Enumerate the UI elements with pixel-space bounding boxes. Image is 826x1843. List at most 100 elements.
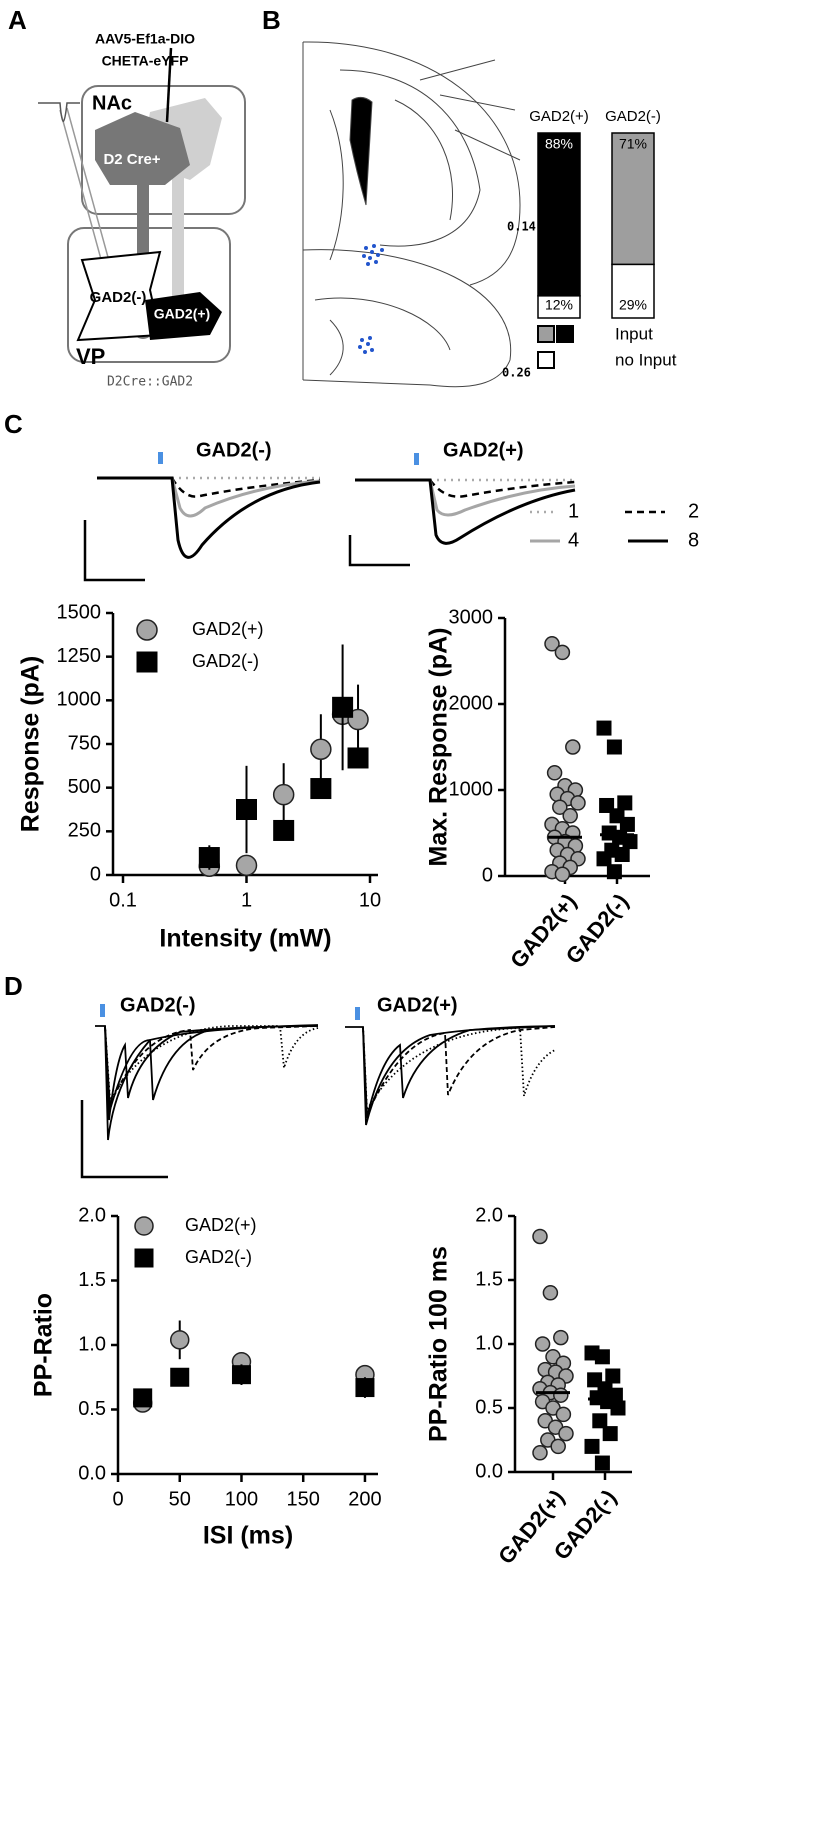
y-axis-label: Max. Response (pA): [425, 628, 453, 867]
y-tick-label: 1.5: [78, 1269, 106, 1291]
circuit-diagram-part: [38, 102, 80, 123]
atlas-part-part: [368, 336, 372, 340]
traces-d-part: [104, 1025, 319, 1121]
trace-legend: 1: [568, 500, 579, 522]
y-axis-label: PP-Ratio 100 ms: [425, 1246, 453, 1442]
marker: [617, 795, 633, 811]
marker: [619, 816, 635, 832]
y-tick-label: 0.0: [78, 1462, 106, 1484]
marker: [332, 696, 354, 718]
x-tick-label: 0: [112, 1488, 123, 1510]
marker: [602, 1426, 618, 1442]
marker: [133, 1388, 153, 1408]
traces-d-part: [362, 1026, 556, 1116]
traces-c-part: [158, 452, 163, 464]
marker: [562, 808, 578, 824]
atlas-part: [302, 41, 521, 286]
marker: [544, 636, 560, 652]
y-tick-label: 0: [90, 863, 101, 885]
region-label: VP: [76, 344, 105, 369]
y-tick-label: 0.5: [78, 1398, 106, 1420]
traces-d-part: [355, 1007, 360, 1020]
vector-label: AAV5-Ef1a-DIO: [95, 31, 195, 47]
x-tick-label: 0.1: [109, 889, 137, 911]
circuit-diagram-part: [95, 112, 190, 185]
marker: [170, 1367, 190, 1387]
atlas-part-part: [370, 250, 374, 254]
y-tick-label: 1.0: [78, 1333, 106, 1355]
legend-label: GAD2(-): [185, 1247, 252, 1267]
x-tick-label: 50: [169, 1488, 191, 1510]
atlas-part-part: [360, 338, 364, 342]
marker: [565, 739, 581, 755]
value-label: 71%: [619, 136, 647, 152]
value-label: 88%: [545, 136, 573, 152]
marker: [235, 854, 258, 877]
atlas-part: [302, 379, 431, 386]
traces-c-part: [355, 478, 576, 545]
panel-labels: A B C D: [4, 5, 281, 1001]
marker: [622, 834, 638, 850]
cell-label: D2 Cre+: [103, 151, 160, 168]
legend-marker: [136, 651, 158, 673]
marker: [355, 1378, 375, 1398]
atlas-part-part: [380, 248, 384, 252]
y-tick-label: 2.0: [78, 1204, 106, 1226]
atlas-part-part: [366, 262, 370, 266]
traces-d: [80, 1004, 556, 1179]
y-tick-label: 1500: [57, 601, 102, 623]
y-tick-label: 2.0: [475, 1204, 503, 1226]
marker: [558, 1425, 574, 1442]
y-tick-label: 750: [68, 732, 101, 754]
y-tick-label: 1250: [57, 645, 102, 667]
marker: [596, 851, 612, 867]
bar-segment: [611, 132, 655, 266]
trace-title: GAD2(-): [196, 439, 272, 461]
traces-c-part: [429, 479, 576, 498]
y-axis-label: Response (pA): [17, 656, 45, 832]
legend-label: GAD2(-): [192, 651, 259, 671]
atlas-part: [339, 69, 481, 247]
marker: [610, 1400, 626, 1416]
marker: [592, 1413, 608, 1429]
atlas-part-part: [368, 256, 372, 260]
marker: [231, 1365, 251, 1385]
trace-title: GAD2(+): [377, 994, 458, 1016]
legend-swatch: [537, 351, 555, 369]
traces-d-part: [80, 1100, 168, 1179]
circuit-diagram-part: [165, 47, 173, 123]
traces-d-part: [104, 1025, 319, 1106]
y-tick-label: 1.5: [475, 1268, 503, 1290]
cell-label: GAD2(-): [90, 289, 147, 306]
trace-legend: 4: [568, 529, 579, 551]
marker: [273, 819, 295, 841]
traces-d-part: [104, 1025, 319, 1111]
y-tick-label: 1000: [57, 689, 102, 711]
x-tick-label: 100: [225, 1488, 258, 1510]
marker: [554, 644, 571, 661]
trace-title: GAD2(+): [443, 439, 524, 461]
y-tick-label: 0.0: [475, 1460, 503, 1482]
marker: [584, 1438, 600, 1454]
x-tick-label: 1: [241, 889, 252, 911]
marker: [594, 1455, 610, 1471]
atlas-part-part: [363, 350, 367, 354]
x-axis-label: ISI (ms): [203, 1522, 293, 1550]
panel-label: C: [4, 409, 23, 439]
atlas-part-part: [370, 348, 374, 352]
x-tick-label: 150: [287, 1488, 320, 1510]
traces-c-part: [348, 535, 410, 567]
marker: [550, 1438, 566, 1455]
atlas-level: 0.26: [502, 366, 531, 380]
traces-d-part: [100, 1004, 105, 1017]
trace-legend: 8: [688, 529, 699, 551]
atlas-part: [314, 297, 451, 351]
marker: [614, 847, 630, 862]
marker: [198, 847, 220, 869]
legend-label: GAD2(+): [192, 619, 264, 639]
atlas-part-part: [364, 246, 368, 250]
y-tick-label: 1000: [449, 778, 494, 800]
atlas-part: [329, 109, 344, 261]
marker: [272, 783, 295, 806]
